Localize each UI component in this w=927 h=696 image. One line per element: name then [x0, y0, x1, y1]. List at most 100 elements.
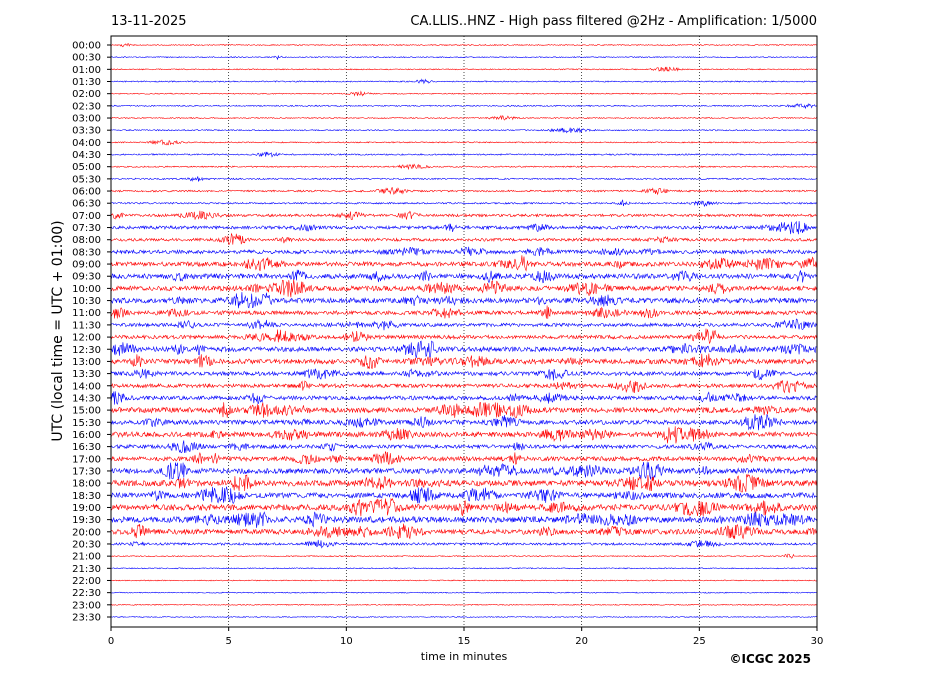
trace-row: [110, 368, 817, 381]
row-label: 19:00: [72, 503, 101, 514]
trace-row: [110, 151, 817, 158]
row-label: 23:30: [72, 612, 101, 623]
x-tick-label: 10: [340, 636, 353, 647]
row-label: 22:00: [72, 576, 101, 587]
row-label: 04:30: [72, 150, 101, 161]
trace-row: [110, 440, 817, 454]
row-label: 15:30: [72, 418, 101, 429]
trace-row: [110, 473, 817, 493]
row-label: 23:00: [72, 600, 101, 611]
row-label: 07:30: [72, 223, 101, 234]
trace-row: [110, 163, 817, 171]
trace-row: [110, 402, 817, 419]
trace-row: [110, 139, 817, 146]
row-label: 09:00: [72, 260, 101, 271]
row-label: 05:00: [72, 162, 101, 173]
trace-row: [110, 102, 817, 110]
row-label: 13:30: [72, 369, 101, 380]
trace-row: [110, 318, 817, 331]
trace-row: [110, 127, 817, 134]
trace-row: [110, 292, 817, 309]
trace-row: [110, 380, 817, 394]
row-label: 12:00: [72, 333, 101, 344]
trace-row: [110, 497, 817, 517]
plot-frame: [110, 35, 818, 628]
row-label: 10:00: [72, 284, 101, 295]
trace-row: [110, 255, 817, 272]
trace-row: [110, 246, 817, 257]
row-label: 18:30: [72, 491, 101, 502]
seismic-traces: [110, 43, 817, 618]
x-tick-label: 15: [458, 636, 471, 647]
trace-row: [110, 461, 817, 480]
x-tick-label: 25: [693, 636, 706, 647]
trace-row: [110, 353, 817, 370]
row-label: 02:30: [72, 101, 101, 112]
row-label: 18:00: [72, 479, 101, 490]
y-axis-label: UTC (local time = UTC + 01:00): [50, 220, 66, 441]
row-label: 03:00: [72, 114, 101, 125]
row-label: 16:30: [72, 442, 101, 453]
trace-row: [110, 539, 817, 549]
row-label: 11:00: [72, 308, 101, 319]
trace-row: [110, 54, 817, 61]
row-label: 17:00: [72, 454, 101, 465]
row-label: 09:30: [72, 272, 101, 283]
trace-row: [110, 413, 817, 431]
trace-row: [110, 305, 817, 319]
row-label: 02:00: [72, 89, 101, 100]
row-label: 11:30: [72, 320, 101, 331]
trace-row: [110, 187, 817, 196]
row-label: 05:30: [72, 174, 101, 185]
row-label: 16:00: [72, 430, 101, 441]
row-label: 15:00: [72, 406, 101, 417]
row-label: 06:00: [72, 187, 101, 198]
row-label: 00:30: [72, 53, 101, 64]
x-tick-label: 20: [575, 636, 588, 647]
row-label: 00:00: [72, 41, 101, 52]
date-label: 13-11-2025: [111, 14, 187, 29]
row-label: 13:00: [72, 357, 101, 368]
trace-row: [110, 523, 817, 540]
trace-row: [110, 210, 817, 221]
copyright-label: ©ICGC 2025: [729, 652, 811, 666]
row-label: 20:00: [72, 527, 101, 538]
x-axis-ticks: 0 5 10 15 20 25 30: [108, 627, 823, 647]
trace-row: [110, 591, 817, 594]
trace-row: [110, 269, 817, 284]
row-label: 21:00: [72, 552, 101, 563]
row-label: 21:30: [72, 564, 101, 575]
row-label: 06:30: [72, 199, 101, 210]
row-label: 12:30: [72, 345, 101, 356]
trace-row: [110, 66, 817, 72]
trace-row: [110, 616, 817, 618]
trace-row: [110, 43, 817, 48]
trace-row: [110, 567, 817, 570]
row-label: 20:30: [72, 539, 101, 550]
trace-row: [110, 328, 817, 345]
trace-row: [110, 232, 817, 245]
chart-title: CA.LLIS..HNZ - High pass filtered @2Hz -…: [410, 14, 817, 29]
trace-row: [110, 78, 817, 85]
row-label: 10:30: [72, 296, 101, 307]
trace-row: [110, 220, 817, 235]
x-axis-label: time in minutes: [421, 650, 508, 663]
row-label: 03:30: [72, 126, 101, 137]
trace-row: [110, 579, 817, 582]
row-label: 01:00: [72, 65, 101, 76]
x-tick-label: 0: [108, 636, 114, 647]
row-label: 08:30: [72, 247, 101, 258]
trace-row: [110, 603, 817, 606]
vertical-grid: [228, 36, 700, 627]
trace-row: [110, 176, 817, 182]
row-label: 14:00: [72, 381, 101, 392]
trace-row: [110, 553, 817, 559]
trace-row: [110, 391, 817, 405]
row-label: 08:00: [72, 235, 101, 246]
row-label: 17:30: [72, 466, 101, 477]
trace-row: [110, 486, 817, 504]
trace-row: [110, 511, 817, 528]
trace-row: [110, 426, 817, 444]
